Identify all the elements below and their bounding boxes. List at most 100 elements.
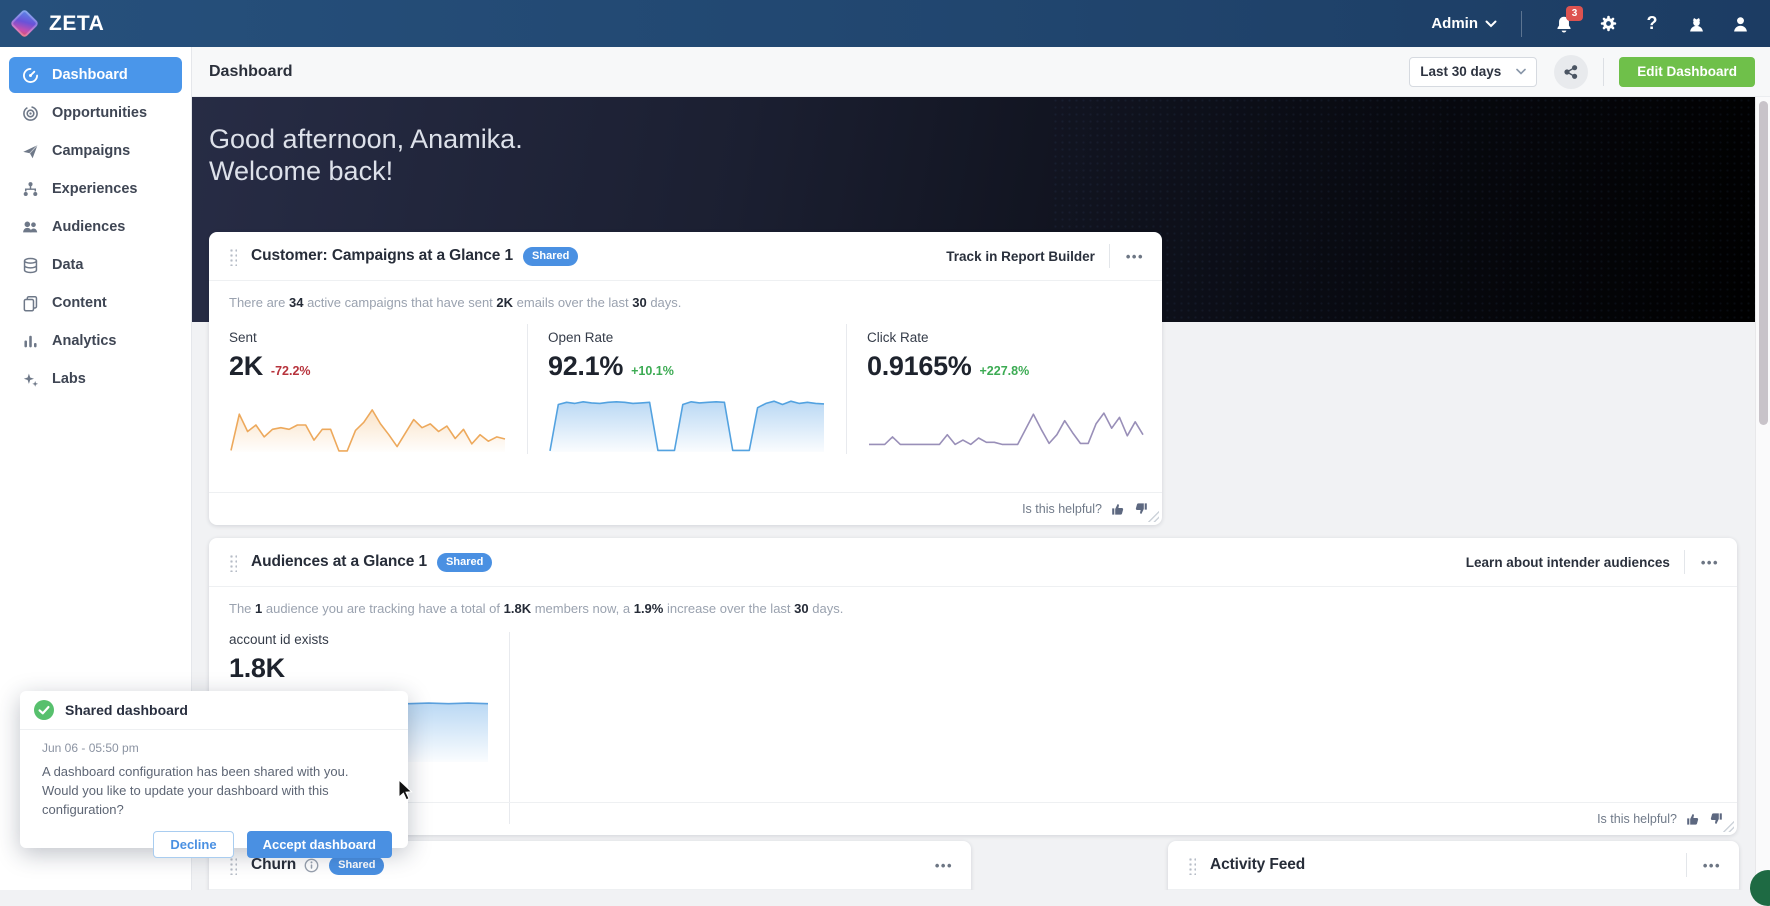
sidebar-item-campaigns[interactable]: Campaigns — [9, 133, 182, 169]
info-icon[interactable] — [304, 858, 319, 873]
toast-header: Shared dashboard — [20, 691, 408, 730]
user-icon — [1731, 14, 1750, 33]
card-menu-button[interactable]: ••• — [1701, 855, 1723, 876]
campaigns-at-a-glance-card: Customer: Campaigns at a Glance 1 Shared… — [209, 232, 1162, 525]
audience-metric-block: account id exists 1.8K — [209, 632, 1737, 824]
user-crown-icon — [1687, 14, 1706, 33]
impersonate-user-button[interactable] — [1674, 0, 1718, 47]
sidebar-item-dashboard[interactable]: Dashboard — [9, 57, 182, 93]
card-summary: The 1 audience you are tracking have a t… — [209, 587, 1737, 620]
brand-name: ZETA — [49, 12, 104, 36]
card-header: Audiences at a Glance 1 Shared Learn abo… — [209, 538, 1737, 586]
card-menu-button[interactable]: ••• — [1699, 552, 1721, 573]
decline-button[interactable]: Decline — [153, 831, 233, 858]
sidebar-item-label: Campaigns — [52, 143, 130, 159]
metric-label: Click Rate — [867, 330, 1145, 345]
check-circle-icon — [34, 700, 54, 720]
card-menu-button[interactable]: ••• — [933, 855, 955, 876]
helpful-label: Is this helpful? — [1022, 502, 1102, 516]
share-icon — [1563, 64, 1579, 80]
sidebar-item-data[interactable]: Data — [9, 247, 182, 283]
toast-message: A dashboard configuration has been share… — [42, 763, 386, 820]
header-divider — [1603, 58, 1604, 86]
metrics-row: Sent 2K -72.2% Open Rate 92.1% +10.1% Cl… — [209, 324, 1162, 454]
metric-click-rate: Click Rate 0.9165% +227.8% — [846, 324, 1162, 454]
accept-dashboard-button[interactable]: Accept dashboard — [247, 831, 392, 858]
date-range-value: Last 30 days — [1420, 64, 1501, 79]
question-mark-icon: ? — [1647, 13, 1658, 34]
date-range-select[interactable]: Last 30 days — [1409, 57, 1537, 87]
thumbs-up-button[interactable] — [1686, 812, 1700, 826]
scrollbar-thumb[interactable] — [1759, 101, 1768, 425]
drag-handle[interactable] — [229, 553, 237, 572]
help-button[interactable]: ? — [1630, 0, 1674, 47]
card-footer: Is this helpful? — [209, 492, 1162, 525]
toast-body: Jun 06 - 05:50 pm A dashboard configurat… — [20, 730, 408, 820]
page-header: Dashboard Last 30 days Edit Dashboard — [192, 47, 1770, 97]
track-in-report-builder-link[interactable]: Track in Report Builder — [946, 249, 1095, 264]
card-header: Activity Feed ••• — [1168, 841, 1739, 889]
metric-delta: +227.8% — [980, 364, 1030, 378]
database-icon — [22, 257, 39, 274]
sidebar-item-audiences[interactable]: Audiences — [9, 209, 182, 245]
header-divider — [1109, 244, 1110, 268]
sidebar-item-opportunities[interactable]: Opportunities — [9, 95, 182, 131]
dashboard-content: Good afternoon, Anamika. Welcome back! C… — [192, 97, 1755, 890]
drag-handle[interactable] — [1188, 856, 1196, 875]
sidebar-item-content[interactable]: Content — [9, 285, 182, 321]
sidebar-item-label: Experiences — [52, 181, 137, 197]
sidebar-item-analytics[interactable]: Analytics — [9, 323, 182, 359]
card-footer: Is this helpful? — [209, 802, 1737, 835]
shared-badge[interactable]: Shared — [437, 553, 492, 572]
card-title: Customer: Campaigns at a Glance 1 — [251, 247, 513, 265]
greeting-text: Good afternoon, Anamika. Welcome back! — [192, 97, 1755, 188]
metric-delta: +10.1% — [631, 364, 674, 378]
thumbs-down-button[interactable] — [1134, 502, 1148, 516]
brand[interactable]: ZETA — [0, 12, 104, 36]
topbar-divider — [1521, 11, 1522, 37]
metric-value: 0.9165% — [867, 351, 972, 382]
card-title: Audiences at a Glance 1 — [251, 553, 427, 571]
flow-tree-icon — [22, 181, 39, 198]
thumbs-down-button[interactable] — [1709, 812, 1723, 826]
drag-handle[interactable] — [229, 856, 237, 875]
sidebar-item-label: Content — [52, 295, 107, 311]
page-scrollbar — [1755, 97, 1770, 890]
topbar: ZETA Admin 3 ? — [0, 0, 1770, 47]
toast-timestamp: Jun 06 - 05:50 pm — [42, 741, 386, 755]
admin-menu[interactable]: Admin — [1431, 15, 1497, 32]
sparkle-icon — [22, 371, 39, 388]
settings-button[interactable] — [1586, 0, 1630, 47]
zeta-logo-icon — [10, 9, 40, 39]
click-rate-sparkline — [867, 396, 1145, 454]
sent-sparkline — [229, 396, 507, 454]
shared-badge[interactable]: Shared — [523, 247, 578, 266]
sidebar-item-label: Audiences — [52, 219, 125, 235]
notifications-button[interactable]: 3 — [1542, 0, 1586, 47]
thumbs-up-button[interactable] — [1111, 502, 1125, 516]
shared-badge[interactable]: Shared — [329, 856, 384, 875]
activity-feed-card: Activity Feed ••• — [1168, 841, 1739, 890]
chevron-down-icon — [1516, 68, 1526, 75]
sidebar-item-label: Opportunities — [52, 105, 147, 121]
sidebar-item-experiences[interactable]: Experiences — [9, 171, 182, 207]
page-title: Dashboard — [209, 63, 293, 81]
sidebar-item-label: Dashboard — [52, 67, 128, 83]
card-menu-button[interactable]: ••• — [1124, 246, 1146, 267]
sidebar-item-labs[interactable]: Labs — [9, 361, 182, 397]
profile-button[interactable] — [1718, 0, 1762, 47]
edit-dashboard-button[interactable]: Edit Dashboard — [1619, 57, 1755, 87]
learn-about-intender-audiences-link[interactable]: Learn about intender audiences — [1466, 555, 1670, 570]
metric-label: Sent — [229, 330, 507, 345]
share-dashboard-button[interactable] — [1554, 55, 1588, 89]
notification-badge: 3 — [1566, 6, 1583, 21]
metric-label: account id exists — [229, 632, 489, 647]
target-icon — [22, 105, 39, 122]
admin-label: Admin — [1431, 15, 1478, 32]
audiences-at-a-glance-card: Audiences at a Glance 1 Shared Learn abo… — [209, 538, 1737, 835]
pages-icon — [22, 295, 39, 312]
toast-actions: Decline Accept dashboard — [20, 820, 408, 858]
header-divider — [1684, 550, 1685, 574]
people-icon — [22, 219, 39, 236]
drag-handle[interactable] — [229, 247, 237, 266]
